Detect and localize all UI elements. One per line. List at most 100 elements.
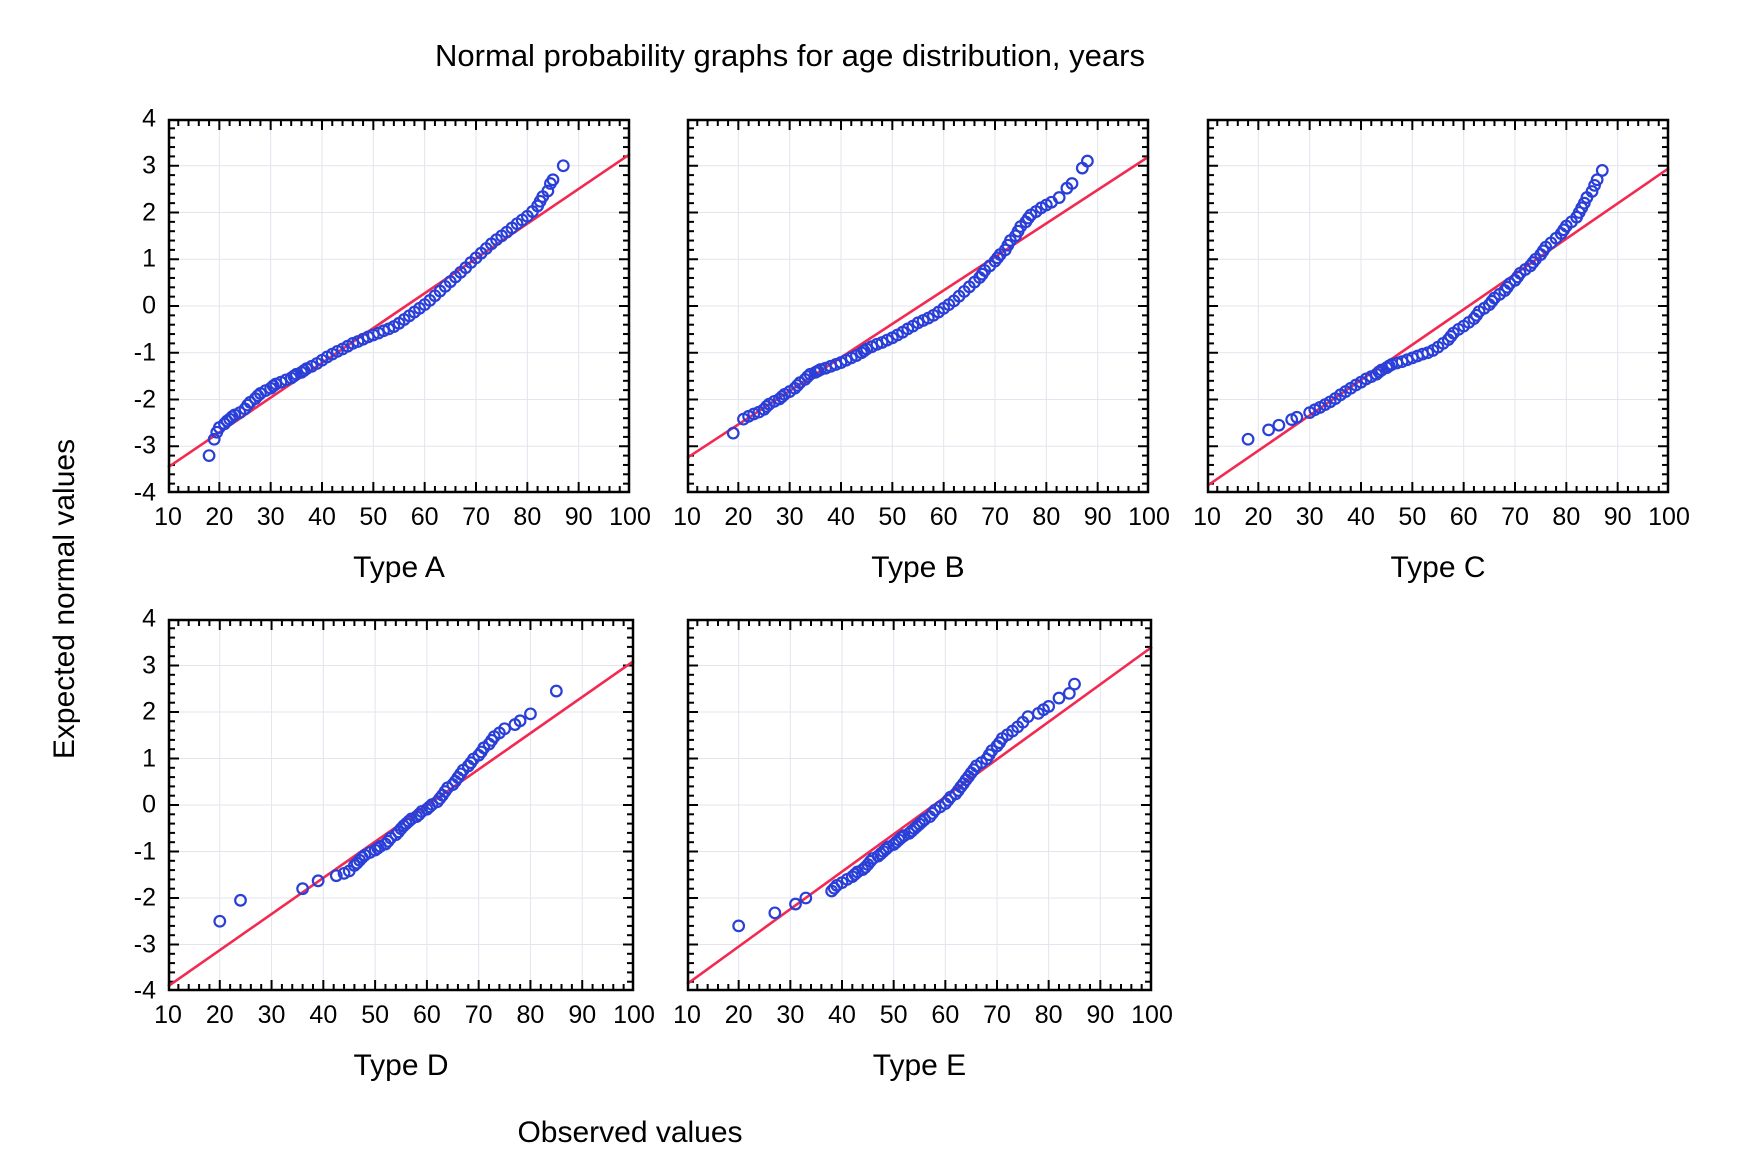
x-tick-label: 100 [1128,503,1170,531]
plot-border [167,618,635,992]
x-tick-label: 80 [1032,503,1061,531]
y-tick-label: 4 [142,104,156,133]
data-point [1042,700,1056,713]
data-point [1241,432,1255,446]
x-tick-label: 100 [609,503,651,531]
data-points [732,677,1081,933]
plot-area [686,118,1150,494]
plot-border [1206,118,1670,494]
data-points [726,154,1094,440]
x-axis-title: Observed values [517,1116,743,1149]
data-point [234,893,247,907]
x-tick-label: 60 [931,1001,960,1029]
x-tick-label: 40 [827,503,855,531]
x-tick-label: 40 [309,1001,338,1029]
x-tick-label: 70 [981,503,1009,531]
x-tick-label: 20 [1244,503,1273,531]
x-tick-label: 20 [724,503,753,531]
x-tick-label: 70 [462,503,490,531]
qq-plot-type-c: 10 20 30 40 50 60 70 80 90 100 Type C [1193,118,1690,584]
fit-line [686,645,1153,986]
x-tick-label: 50 [878,503,907,531]
subplot-title: Type E [872,1049,967,1082]
subplot-title: Type B [871,551,965,584]
y-tick-label: -4 [133,976,156,1005]
x-tick-label: 10 [673,503,701,531]
x-tick-label: 50 [361,1001,390,1029]
x-tick-label: 90 [1086,1001,1115,1029]
data-points [202,159,570,463]
gridlines [689,621,1150,989]
data-point [213,914,227,928]
plot-border [686,118,1150,494]
x-tick-label: 40 [828,1001,856,1029]
data-point [1590,173,1604,187]
data-point [1052,191,1066,204]
gridlines [689,121,1147,491]
x-tick-label: 30 [256,503,285,531]
subplot-title: Type C [1390,551,1486,584]
x-tick-label: 60 [412,1001,441,1029]
x-tick-label: 100 [1648,503,1690,531]
gridlines [170,621,632,989]
x-tick-label: 90 [1603,503,1632,531]
x-tick-label: 50 [359,503,388,531]
x-tick-label: 30 [257,1001,286,1029]
data-point [768,906,782,920]
x-tick-label: 80 [516,1001,545,1029]
y-tick-label: 3 [142,651,156,679]
y-tick-label: 3 [142,151,156,180]
data-point [549,684,563,698]
x-tick-label: 100 [1131,1001,1173,1029]
x-tick-label: 100 [613,1001,655,1029]
plot-border [686,618,1153,992]
data-point [541,184,555,198]
x-tick-label: 30 [775,503,804,531]
data-point [513,714,527,728]
y-tick-label: 2 [142,198,156,226]
x-tick-label: 10 [154,503,182,531]
tick-marks [1209,121,1667,491]
plot-area [167,618,635,992]
x-tick-label: 40 [308,503,336,531]
subplot-title: Type A [353,551,445,584]
x-tick-label: 60 [929,503,958,531]
data-point [789,897,802,911]
x-tick-label: 60 [1449,503,1478,531]
x-tick-label: 10 [154,1001,182,1029]
data-point [1062,686,1076,700]
x-tick-label: 70 [464,1001,493,1029]
x-tick-label: 10 [673,1001,701,1029]
gridlines [170,121,628,491]
data-point [1585,185,1599,198]
data-point [296,882,310,896]
x-tick-label: 80 [1034,1001,1063,1029]
data-point [726,426,740,440]
plot-area [167,118,631,494]
y-tick-label: -4 [133,478,156,507]
data-point [524,707,537,721]
y-tick-label: -2 [133,385,156,413]
y-tick-label: 2 [142,697,156,726]
figure-title: Normal probability graphs for age distri… [435,38,1145,73]
tick-marks [689,121,1147,491]
fit-line [1206,167,1670,488]
x-tick-label: 60 [410,503,439,531]
y-tick-label: -3 [133,930,156,958]
data-point [1595,164,1609,177]
data-point [1052,691,1066,705]
data-point [311,874,325,888]
fit-line [686,155,1150,460]
data-point [329,869,343,883]
plot-area [1206,118,1670,494]
subplot-title: Type D [353,1049,449,1082]
data-point [1065,177,1079,190]
x-tick-label: 80 [1552,503,1581,531]
x-tick-label: 70 [983,1001,1011,1029]
y-tick-label: 0 [142,790,156,819]
x-tick-label: 90 [564,503,593,531]
x-tick-label: 90 [1083,503,1112,531]
data-point [207,432,221,446]
x-tick-label: 20 [205,503,234,531]
data-points [213,684,563,928]
